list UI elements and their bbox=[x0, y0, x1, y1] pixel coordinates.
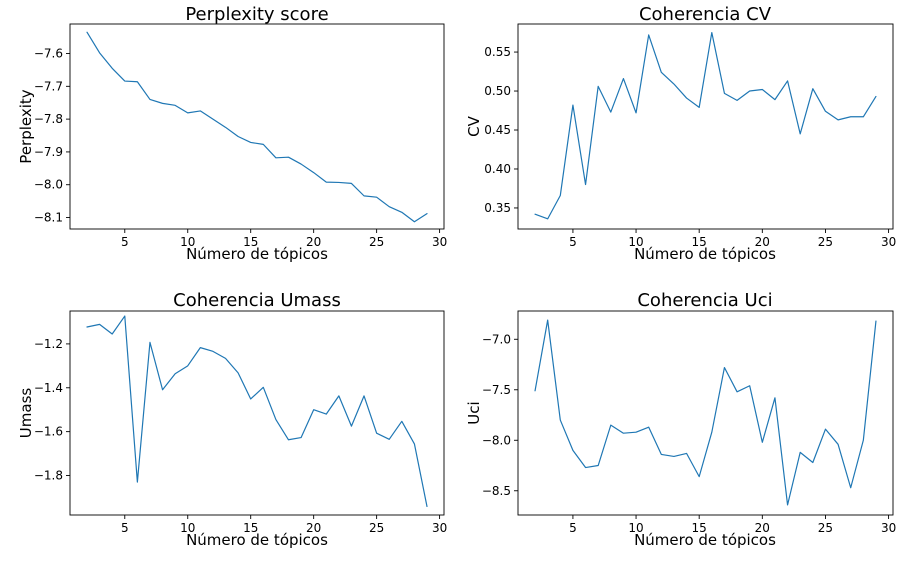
x-tick-label: 30 bbox=[881, 235, 896, 249]
x-tick-label: 5 bbox=[121, 235, 129, 249]
x-tick-label: 20 bbox=[755, 521, 770, 535]
panel-coherencia-uci: Coherencia Uci 5 10 15 20 25 30 −8.5 −8.0 −7.5 −7… bbox=[465, 290, 896, 549]
x-tick-label: 30 bbox=[432, 235, 447, 249]
x-tick-label: 10 bbox=[628, 235, 643, 249]
x-tick-label: 10 bbox=[628, 521, 643, 535]
y-tick-label: 0.55 bbox=[484, 45, 511, 59]
axes-frame bbox=[517, 23, 894, 230]
x-axis-label: Número de tópicos bbox=[186, 245, 328, 263]
panel-perplexity: Perplexity score 5 10 15 20 25 30 −8.1 −8.0 −7.9… bbox=[17, 4, 447, 263]
chart-title: Coherencia CV bbox=[639, 4, 772, 25]
x-axis-label: Número de tópicos bbox=[634, 531, 776, 549]
x-tick-label: 15 bbox=[243, 521, 258, 535]
x-tick-label: 20 bbox=[755, 235, 770, 249]
x-axis-label: Número de tópicos bbox=[186, 531, 328, 549]
tick-group: 5 10 15 20 25 30 0.35 0.40 0.45 0.50 0.55 bbox=[484, 45, 896, 249]
x-tick-label: 5 bbox=[121, 521, 129, 535]
y-tick-label: −7.5 bbox=[482, 383, 511, 397]
tick-group: 5 10 15 20 25 30 −8.1 −8.0 −7.9 −7.8 −7.7 −7.6 bbox=[34, 47, 447, 249]
y-tick-label: −7.0 bbox=[482, 332, 511, 346]
y-tick-label: −7.7 bbox=[34, 79, 63, 93]
tick-group: 5 10 15 20 25 30 −8.5 −8.0 −7.5 −7.0 bbox=[482, 332, 896, 535]
y-axis-label: CV bbox=[465, 115, 483, 136]
x-tick-label: 10 bbox=[180, 521, 195, 535]
y-tick-label: −1.8 bbox=[34, 469, 63, 483]
y-tick-label: −7.6 bbox=[34, 47, 63, 61]
y-tick-label: −8.5 bbox=[482, 484, 511, 498]
x-tick-label: 10 bbox=[180, 235, 195, 249]
chart-title: Coherencia Uci bbox=[637, 290, 772, 311]
y-axis-label: Umass bbox=[17, 388, 35, 439]
panel-coherencia-umass: Coherencia Umass 5 10 15 20 25 30 −1.8 −1.6 −1.4… bbox=[17, 290, 447, 549]
x-tick-label: 25 bbox=[369, 521, 384, 535]
x-tick-label: 25 bbox=[369, 235, 384, 249]
x-tick-label: 30 bbox=[881, 521, 896, 535]
y-tick-label: 0.35 bbox=[484, 201, 511, 215]
axes-frame bbox=[69, 23, 445, 230]
x-tick-label: 25 bbox=[818, 235, 833, 249]
axes-frame bbox=[517, 310, 894, 516]
series-line-perplexity bbox=[86, 31, 428, 223]
x-tick-label: 30 bbox=[432, 521, 447, 535]
y-tick-label: 0.50 bbox=[484, 84, 511, 98]
y-tick-label: −1.6 bbox=[34, 425, 63, 439]
y-tick-label: −8.0 bbox=[482, 433, 511, 447]
y-tick-label: −1.4 bbox=[34, 381, 63, 395]
x-tick-label: 20 bbox=[306, 521, 321, 535]
x-axis-label: Número de tópicos bbox=[634, 245, 776, 263]
y-axis-label: Uci bbox=[465, 401, 483, 424]
tick-group: 5 10 15 20 25 30 −1.8 −1.6 −1.4 −1.2 bbox=[34, 337, 447, 535]
x-tick-label: 15 bbox=[692, 521, 707, 535]
y-tick-label: −8.1 bbox=[34, 211, 63, 225]
series-line-umass bbox=[86, 315, 428, 508]
y-tick-label: 0.40 bbox=[484, 162, 511, 176]
x-tick-label: 15 bbox=[692, 235, 707, 249]
axes-frame bbox=[69, 310, 445, 516]
y-tick-label: −7.8 bbox=[34, 112, 63, 126]
y-tick-label: 0.45 bbox=[484, 123, 511, 137]
y-tick-label: −7.9 bbox=[34, 145, 63, 159]
x-tick-label: 5 bbox=[569, 235, 577, 249]
y-axis-label: Perplexity bbox=[17, 89, 35, 163]
series-line-uci bbox=[534, 319, 877, 506]
x-tick-label: 5 bbox=[569, 521, 577, 535]
chart-title: Coherencia Umass bbox=[173, 290, 341, 311]
x-tick-label: 20 bbox=[306, 235, 321, 249]
chart-title: Perplexity score bbox=[185, 4, 328, 25]
x-tick-label: 15 bbox=[243, 235, 258, 249]
y-tick-label: −1.2 bbox=[34, 337, 63, 351]
panel-coherencia-cv: Coherencia CV 5 10 15 20 25 30 0.35 0.40 0.45 0.5… bbox=[465, 4, 896, 263]
x-tick-label: 25 bbox=[818, 521, 833, 535]
y-tick-label: −8.0 bbox=[34, 178, 63, 192]
series-line-cv bbox=[534, 31, 877, 220]
